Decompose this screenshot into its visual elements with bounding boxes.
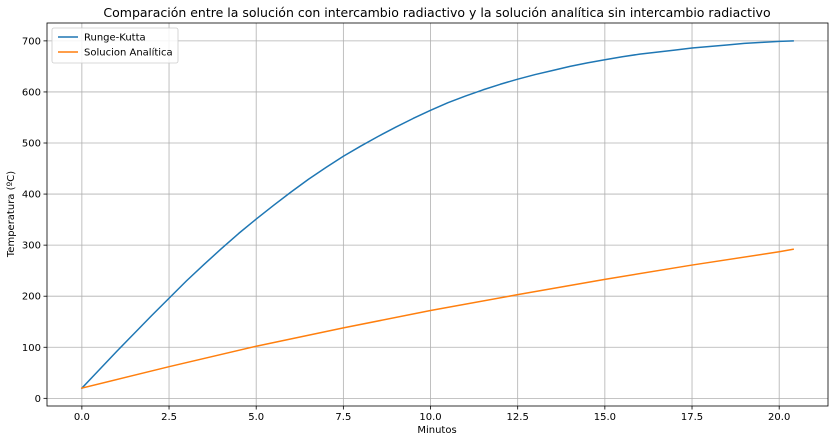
x-axis-label: Minutos <box>417 425 456 436</box>
y-tick-label: 500 <box>22 139 41 150</box>
series-line-runge-kutta <box>80 40 794 390</box>
x-tick-label: 5.0 <box>248 412 264 423</box>
y-tick-label: 300 <box>22 241 41 252</box>
x-tick-label: 20.0 <box>768 412 790 423</box>
y-tick-label: 0 <box>35 394 41 405</box>
y-tick-label: 400 <box>22 190 41 201</box>
plot-frame <box>46 22 829 407</box>
chart-title: Comparación entre la solución con interc… <box>103 5 770 20</box>
legend: Runge-Kutta Solucion Analítica <box>51 27 179 64</box>
y-tick-label: 700 <box>22 36 41 47</box>
series-layer <box>80 40 795 390</box>
y-axis-ticks: 0 100 200 300 400 500 600 700 <box>22 36 47 405</box>
legend-label-runge-kutta: Runge-Kutta <box>84 33 146 44</box>
y-tick-label: 600 <box>22 87 41 98</box>
plot-area <box>47 23 828 406</box>
series-line-solucion-analitica <box>80 248 795 390</box>
x-tick-label: 12.5 <box>507 412 529 423</box>
x-tick-label: 7.5 <box>335 412 351 423</box>
x-tick-label: 2.5 <box>161 412 177 423</box>
legend-box <box>51 27 179 64</box>
y-tick-label: 200 <box>22 292 41 303</box>
x-axis-ticks: 0.0 2.5 5.0 7.5 10.0 12.5 15.0 17.5 20.0 <box>74 406 790 423</box>
y-tick-label: 100 <box>22 343 41 354</box>
y-axis-label: Temperatura (ºC) <box>6 171 17 258</box>
legend-label-solucion-analitica: Solucion Analítica <box>84 47 173 59</box>
x-tick-label: 10.0 <box>419 412 441 423</box>
x-tick-label: 0.0 <box>74 412 90 423</box>
grid <box>47 23 828 406</box>
x-tick-label: 17.5 <box>681 412 703 423</box>
x-tick-label: 15.0 <box>594 412 616 423</box>
